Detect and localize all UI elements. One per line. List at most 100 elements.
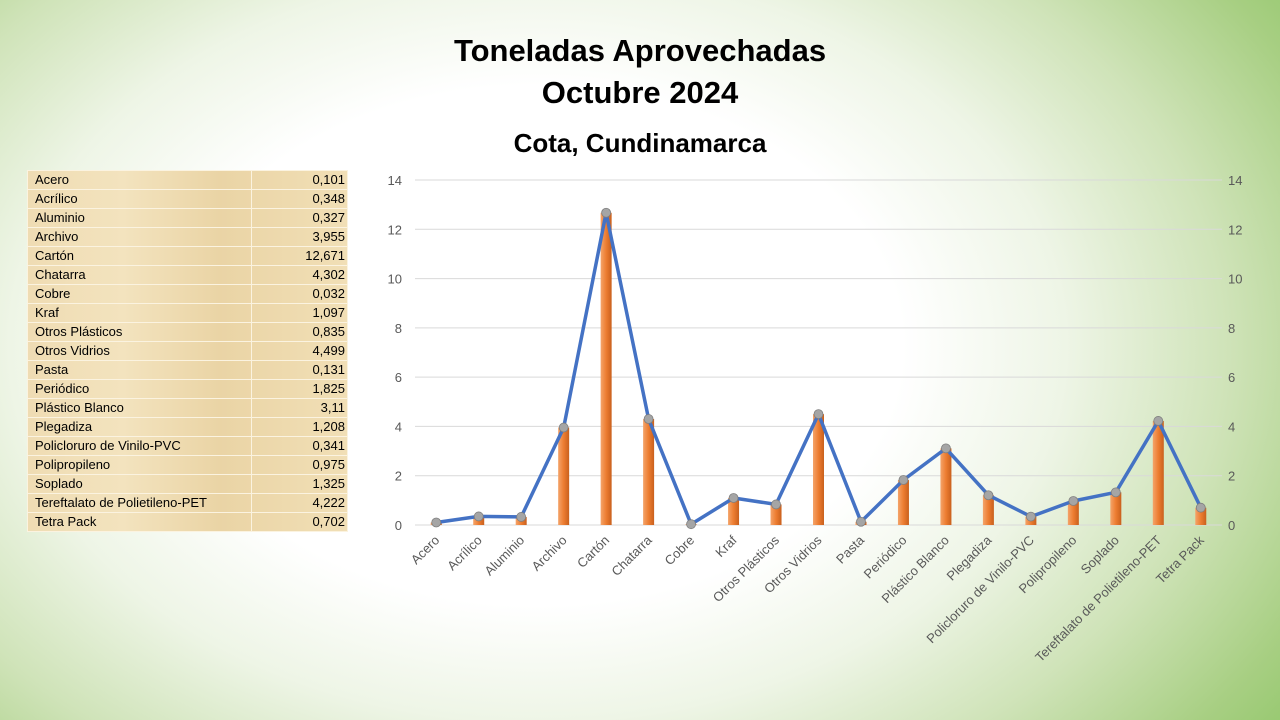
line-point	[473, 511, 484, 522]
table-row: Cobre 0,032	[27, 284, 348, 304]
material-value: 0,348	[251, 189, 348, 209]
material-value: 0,131	[251, 360, 348, 380]
table-row: Tetra Pack 0,702	[27, 512, 348, 532]
material-name: Cobre	[27, 284, 252, 304]
material-name: Tereftalato de Polietileno-PET	[27, 493, 252, 513]
bar	[813, 414, 824, 525]
x-category-label: Aluminio	[481, 533, 527, 579]
table-row: Policloruro de Vinilo-PVC 0,341	[27, 436, 348, 456]
material-name: Plástico Blanco	[27, 398, 252, 418]
chart-title: Toneladas Aprovechadas Octubre 2024 Cota…	[340, 30, 940, 160]
line-point	[728, 493, 739, 503]
line-point	[1025, 511, 1036, 522]
material-name: Kraf	[27, 303, 252, 323]
material-value: 3,11	[251, 398, 348, 418]
line-point	[686, 519, 696, 530]
x-category-label: Pasta	[833, 532, 868, 567]
x-category-label: Cobre	[662, 533, 698, 569]
material-value: 12,671	[251, 246, 348, 266]
line-point	[431, 517, 442, 528]
data-table: Acero 0,101 Acrílico 0,348 Aluminio 0,327 Arch…	[27, 170, 348, 532]
bar	[1195, 507, 1207, 525]
material-name: Acrílico	[27, 189, 252, 209]
table-row: Acrílico 0,348	[27, 189, 348, 209]
material-value: 3,955	[251, 227, 348, 247]
material-name: Otros Plásticos	[27, 322, 252, 342]
table-row: Otros Plásticos 0,835	[27, 322, 348, 342]
y-tick-label-right: 6	[1228, 370, 1235, 385]
table-row: Cartón 12,671	[27, 246, 348, 266]
material-name: Aluminio	[27, 208, 252, 228]
y-tick-label-left: 2	[395, 469, 402, 484]
material-value: 1,097	[251, 303, 348, 323]
table-row: Pasta 0,131	[27, 360, 348, 380]
bar	[940, 448, 952, 525]
bar	[643, 418, 655, 525]
table-row: Periódico 1,825	[27, 379, 348, 399]
table-row: Aluminio 0,327	[27, 208, 348, 228]
combo-chart: 0 0 2 2 4 4 6 6 8 8 10 10 12 12 14 14 Acero AcrílicoAlumi…	[388, 173, 1243, 665]
bar	[1067, 500, 1079, 525]
bar	[558, 427, 570, 525]
y-tick-label-right: 12	[1228, 222, 1242, 237]
material-value: 0,327	[251, 208, 348, 228]
y-tick-label-right: 4	[1228, 419, 1235, 434]
material-value: 1,208	[251, 417, 348, 437]
y-tick-label-right: 14	[1228, 173, 1242, 188]
chart-subtitle: Cota, Cundinamarca	[513, 128, 767, 158]
bar	[600, 212, 612, 525]
y-tick-label-right: 2	[1228, 469, 1235, 484]
bar	[897, 480, 909, 525]
y-tick-label-right: 0	[1228, 518, 1235, 533]
bar-series	[430, 212, 1207, 525]
material-name: Plegadiza	[27, 417, 252, 437]
line-point	[771, 499, 781, 510]
material-name: Periódico	[27, 379, 252, 399]
material-value: 0,975	[251, 455, 348, 475]
table-row: Plástico Blanco 3,11	[27, 398, 348, 418]
material-value: 0,341	[251, 436, 348, 456]
table-row: Chatarra 4,302	[27, 265, 348, 285]
material-name: Pasta	[27, 360, 252, 380]
line-point	[516, 512, 527, 522]
table-row: Acero 0,101	[27, 170, 348, 190]
x-category-label: Acero	[408, 533, 443, 568]
material-name: Archivo	[27, 227, 252, 247]
material-name: Otros Vidrios	[27, 341, 252, 361]
material-name: Polipropileno	[27, 455, 252, 475]
line-point	[856, 516, 866, 527]
material-name: Cartón	[27, 246, 252, 266]
y-tick-label-left: 4	[395, 419, 402, 434]
bar	[1110, 492, 1122, 525]
material-value: 0,835	[251, 322, 348, 342]
line-point	[1153, 416, 1164, 426]
bar	[728, 497, 740, 525]
line-point	[1110, 487, 1121, 498]
table-row: Archivo 3,955	[27, 227, 348, 247]
table-row: Plegadiza 1,208	[27, 417, 348, 437]
material-value: 4,302	[251, 265, 348, 285]
material-name: Tetra Pack	[27, 512, 252, 532]
line-point	[813, 409, 824, 420]
line-point	[1195, 502, 1206, 513]
line-point	[601, 207, 612, 218]
material-name: Chatarra	[27, 265, 252, 285]
table-row: Soplado 1,325	[27, 474, 348, 494]
line-point	[643, 414, 654, 424]
y-tick-label-left: 14	[388, 173, 402, 188]
material-name: Acero	[27, 170, 252, 190]
material-value: 0,702	[251, 512, 348, 532]
material-name: Soplado	[27, 474, 252, 494]
x-category-label: Archivo	[529, 533, 570, 574]
bar	[770, 504, 782, 525]
y-tick-label-right: 8	[1228, 321, 1235, 336]
line-series	[431, 207, 1206, 530]
y-tick-label-left: 6	[395, 370, 402, 385]
table-row: Kraf 1,097	[27, 303, 348, 323]
title-line-1: Toneladas Aprovechadas	[453, 33, 827, 68]
material-value: 1,825	[251, 379, 348, 399]
y-tick-label-left: 8	[395, 321, 402, 336]
bar	[982, 495, 994, 525]
x-category-label: Kraf	[712, 532, 740, 560]
line-point	[898, 475, 909, 485]
